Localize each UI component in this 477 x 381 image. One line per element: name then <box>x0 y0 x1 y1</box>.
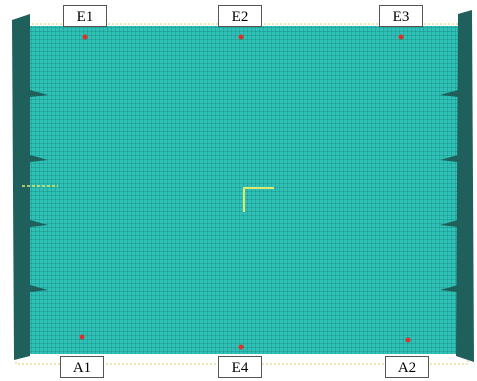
point-label: A1 <box>60 356 104 378</box>
point-label: E3 <box>379 5 423 27</box>
right-stiffener <box>456 10 474 362</box>
point-label: E2 <box>218 5 262 27</box>
mesh-figure <box>0 0 477 381</box>
point-label: E4 <box>218 356 262 378</box>
plate-mesh <box>24 26 460 354</box>
point-label: E1 <box>63 5 107 27</box>
point-label: A2 <box>385 356 429 378</box>
page: E1 E2 E3 A1 E4 A2 <box>0 0 477 381</box>
left-stiffener <box>12 14 30 360</box>
